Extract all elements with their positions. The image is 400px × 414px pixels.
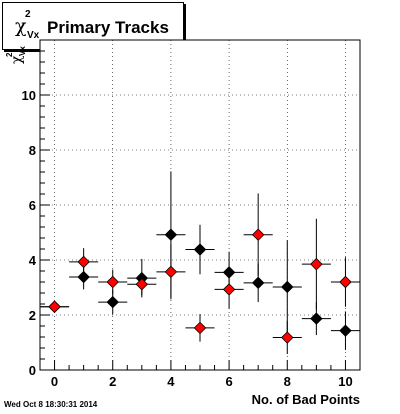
y-axis-label: χ2 Vx (5, 46, 27, 64)
y-tick-label: 6 (29, 198, 36, 213)
data-point (77, 255, 90, 269)
y-axis-label-subscript: Vx (18, 46, 27, 56)
data-point (251, 228, 265, 241)
data-point (193, 321, 207, 335)
data-point (310, 312, 323, 325)
data-point (281, 331, 294, 344)
data-point (77, 270, 90, 284)
y-tick-label: 8 (29, 143, 36, 158)
data-point (48, 300, 61, 313)
title-greek: χ (15, 15, 27, 37)
x-tick-label: 0 (51, 374, 58, 389)
y-axis-label-greek: χ (9, 55, 25, 64)
data-point (164, 265, 178, 279)
data-point (339, 324, 352, 337)
x-tick-label: 4 (167, 374, 175, 389)
x-axis-label: No. of Bad Points (252, 392, 360, 407)
title-superscript: 2 (25, 9, 31, 20)
x-tick-label: 10 (338, 374, 352, 389)
data-point (193, 243, 207, 256)
data-point (339, 275, 352, 289)
data-point (251, 276, 265, 290)
data-point (281, 280, 294, 294)
data-point (135, 277, 149, 291)
timestamp: Wed Oct 8 18:30:31 2014 (4, 400, 98, 409)
x-tick-label: 6 (225, 374, 232, 389)
data-point (310, 257, 323, 271)
data-point (106, 295, 119, 309)
y-tick-label: 0 (29, 363, 36, 378)
data-point (106, 275, 119, 289)
data-point (222, 283, 236, 296)
y-tick-label: 4 (29, 253, 37, 268)
title-subscript: Vx (27, 30, 40, 41)
plot-frame (39, 39, 361, 371)
x-tick-label: 2 (109, 374, 116, 389)
y-axis-label-superscript: 2 (5, 52, 14, 57)
x-tick-label: 8 (284, 374, 291, 389)
data-point (164, 228, 178, 241)
y-tick-label: 2 (29, 308, 36, 323)
y-tick-label: 10 (22, 88, 36, 103)
chart-title: Primary Tracks (47, 18, 169, 37)
